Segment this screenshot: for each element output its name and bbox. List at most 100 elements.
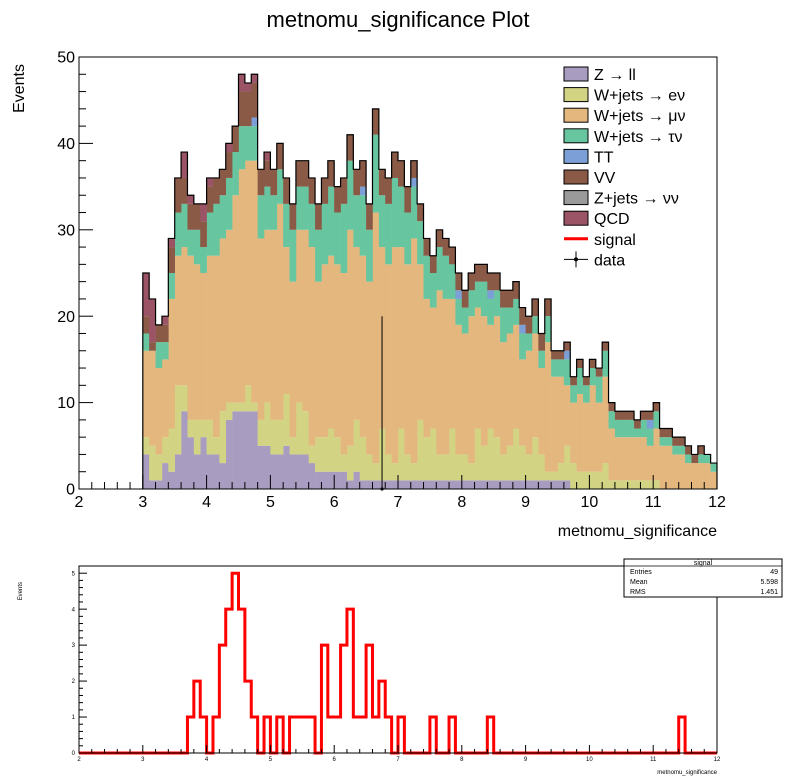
bar-segment [295, 186, 303, 230]
bar-segment [206, 212, 214, 256]
bar-segment [461, 480, 469, 489]
legend-label: QCD [594, 211, 630, 228]
y-tick-label: 40 [57, 136, 75, 153]
y-tick-label: 50 [57, 50, 75, 67]
bar-segment [563, 359, 571, 386]
stats-box: signal Entries 49 Mean 5.598 RMS 1.451 [623, 558, 783, 598]
bar-segment [455, 298, 463, 325]
bar-segment [276, 203, 284, 420]
bar-segment [276, 419, 284, 455]
bar-segment [193, 454, 201, 489]
x-tick-label: 7 [396, 757, 400, 763]
bar-segment [634, 437, 641, 481]
series-4 [251, 117, 654, 429]
bar-segment [149, 342, 156, 351]
bar-segment [372, 108, 380, 135]
bar-segment [455, 273, 463, 291]
bar-segment [232, 152, 239, 196]
x-tick-label: 5 [269, 757, 273, 763]
bar-segment [531, 437, 539, 481]
bar-segment [691, 463, 699, 489]
bar-segment [474, 480, 482, 489]
legend-entry: signal [564, 232, 636, 249]
bar-segment [544, 298, 552, 317]
bar-segment [468, 290, 475, 317]
bar-segment [193, 264, 201, 420]
stats-mean-label: Mean [630, 579, 648, 586]
bar-segment [232, 195, 239, 403]
bar-segment [212, 203, 220, 256]
bar-segment [315, 203, 322, 230]
bar-segment [474, 428, 482, 481]
bar-segment [238, 169, 246, 403]
bar-segment [346, 134, 354, 161]
bar-segment [385, 480, 392, 489]
bar-segment [710, 471, 718, 489]
bar-segment [359, 186, 367, 196]
bar-segment [570, 463, 577, 489]
bar-segment [391, 480, 399, 489]
bar-segment [225, 152, 233, 178]
bar-segment [436, 290, 443, 455]
bar-segment [506, 333, 514, 446]
bar-segment [608, 428, 616, 481]
bar-segment [398, 247, 405, 429]
bar-segment [455, 290, 463, 299]
bar-segment [576, 359, 584, 369]
bar-segment [391, 463, 399, 481]
bar-segment [276, 169, 284, 204]
bar-segment [346, 160, 354, 230]
bar-segment [200, 203, 207, 222]
bar-segment [264, 402, 271, 446]
bar-segment [512, 298, 520, 325]
bar-segment [270, 169, 278, 196]
x-tick-label: 10 [586, 757, 593, 763]
bar-segment [206, 419, 214, 455]
legend-label: W+jets → τν [594, 129, 683, 146]
bar-segment [602, 350, 609, 377]
bar-segment [506, 290, 514, 308]
bar-segment [168, 273, 175, 299]
bar-segment [500, 454, 507, 481]
bar-segment [378, 169, 386, 196]
bar-segment [404, 264, 412, 455]
bar-segment [551, 480, 558, 489]
bar-segment [155, 480, 163, 489]
bar-segment [289, 229, 297, 282]
bar-segment [646, 480, 654, 489]
bar-segment [276, 143, 284, 170]
bar-segment [417, 264, 424, 420]
bar-segment [372, 134, 380, 213]
bar-segment [378, 195, 386, 248]
bar-segment [372, 212, 380, 464]
bar-segment [302, 454, 309, 489]
legend-swatch [563, 169, 589, 185]
bar-segment [212, 437, 220, 455]
bar-segment [404, 454, 412, 481]
bar-segment [640, 437, 648, 481]
x-tick-label: 9 [521, 494, 530, 511]
bar-segment [678, 454, 686, 489]
bar-segment [653, 480, 660, 489]
bar-segment [295, 402, 303, 455]
bar-segment [455, 480, 463, 489]
bar-segment [551, 471, 558, 481]
bar-segment [468, 273, 475, 291]
bar-segment [493, 437, 501, 481]
bar-segment [385, 264, 392, 455]
bar-segment [646, 445, 654, 481]
bar-segment [410, 463, 418, 481]
bar-segment [283, 203, 290, 248]
bar-segment [315, 471, 322, 489]
bar-segment [525, 480, 533, 489]
main-stacked-bars [142, 73, 718, 489]
bar-segment [461, 307, 469, 334]
bar-segment [608, 402, 616, 412]
bar-segment [519, 324, 526, 334]
y-tick-label: 1 [72, 715, 76, 721]
bar-segment [206, 454, 214, 489]
series-7 [142, 74, 271, 343]
x-tick-label: 6 [333, 757, 337, 763]
bar-segment [583, 402, 590, 472]
